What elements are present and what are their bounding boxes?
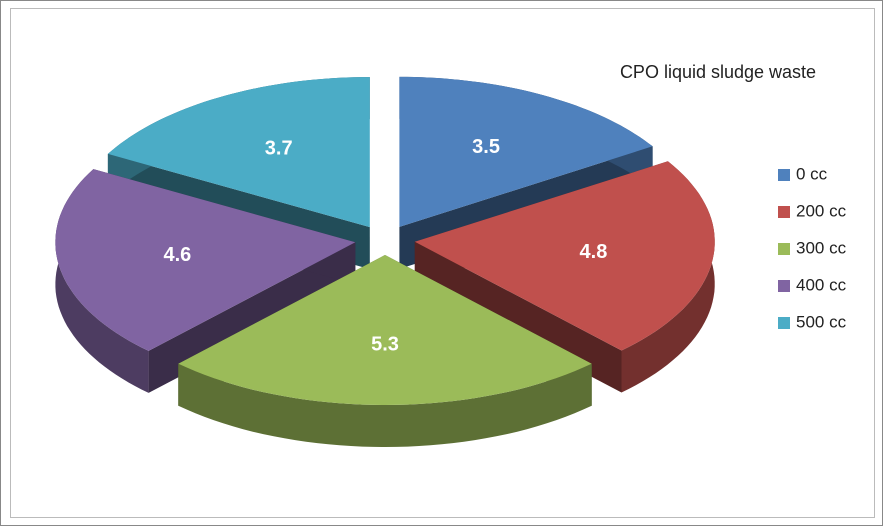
data-label: 4.8 [580,241,608,263]
legend-swatch [778,317,790,329]
data-label: 3.7 [265,138,293,160]
legend-label: 200 cc [796,201,847,220]
slice-top [399,76,653,227]
chart-title: CPO liquid sludge waste [620,62,816,82]
legend-label: 300 cc [796,238,847,257]
data-label: 5.3 [371,333,399,355]
slice-top [178,255,592,405]
legend-swatch [778,243,790,255]
legend-label: 400 cc [796,275,847,294]
legend-swatch [778,169,790,181]
slice-wall [178,363,592,447]
legend-label: 500 cc [796,312,847,331]
data-label: 4.6 [163,244,191,266]
legend-swatch [778,280,790,292]
slice-top [55,169,356,351]
legend-swatch [778,206,790,218]
slice-top [107,77,370,228]
data-label: 3.5 [472,136,500,158]
pie-slice [178,255,592,447]
legend-label: 0 cc [796,164,828,183]
plot-border [10,8,875,518]
slice-top [414,161,715,351]
